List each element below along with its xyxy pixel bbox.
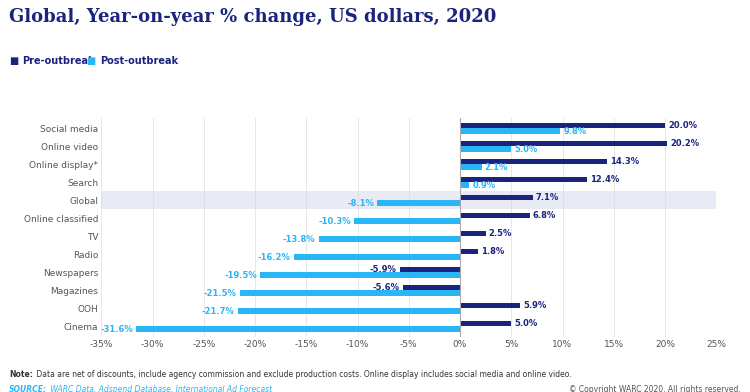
Text: -10.3%: -10.3% <box>319 217 351 226</box>
Bar <box>460 159 607 164</box>
Text: -19.5%: -19.5% <box>224 271 257 280</box>
Bar <box>460 177 587 182</box>
Text: Post-outbreak: Post-outbreak <box>100 56 178 66</box>
Text: 0.9%: 0.9% <box>472 181 496 190</box>
Text: 1.8%: 1.8% <box>482 247 505 256</box>
Text: 12.4%: 12.4% <box>590 175 620 184</box>
Text: 5.9%: 5.9% <box>524 301 547 310</box>
Bar <box>460 194 532 200</box>
Text: -16.2%: -16.2% <box>258 253 291 262</box>
Bar <box>460 129 560 134</box>
Text: 5.0%: 5.0% <box>514 145 538 154</box>
Text: 14.3%: 14.3% <box>610 157 639 166</box>
Text: WARC Data, Adspend Database, International Ad Forecast: WARC Data, Adspend Database, Internation… <box>48 385 272 392</box>
Bar <box>460 141 667 146</box>
Bar <box>400 267 460 272</box>
Text: Pre-outbreak: Pre-outbreak <box>22 56 95 66</box>
Text: ■: ■ <box>86 56 95 66</box>
Bar <box>240 290 460 296</box>
Text: Note:: Note: <box>9 370 33 379</box>
Text: 7.1%: 7.1% <box>536 193 559 202</box>
Bar <box>460 212 530 218</box>
Text: -21.7%: -21.7% <box>202 307 235 316</box>
Text: 9.8%: 9.8% <box>563 127 586 136</box>
Bar <box>460 164 482 170</box>
Bar <box>460 146 512 152</box>
Text: Data are net of discounts, include agency commission and exclude production cost: Data are net of discounts, include agenc… <box>34 370 572 379</box>
Text: 5.0%: 5.0% <box>514 319 538 328</box>
Text: -8.1%: -8.1% <box>347 199 374 208</box>
Text: -5.6%: -5.6% <box>373 283 400 292</box>
Text: 6.8%: 6.8% <box>532 211 556 220</box>
Bar <box>460 321 512 326</box>
Bar <box>319 236 460 242</box>
Text: -5.9%: -5.9% <box>370 265 397 274</box>
Text: © Copyright WARC 2020. All rights reserved.: © Copyright WARC 2020. All rights reserv… <box>569 385 741 392</box>
Text: 20.2%: 20.2% <box>670 139 699 148</box>
Text: 20.0%: 20.0% <box>668 121 697 130</box>
Text: -21.5%: -21.5% <box>204 289 236 298</box>
Bar <box>377 200 460 206</box>
Bar <box>355 218 460 224</box>
Text: -31.6%: -31.6% <box>100 325 133 334</box>
Text: 2.5%: 2.5% <box>489 229 512 238</box>
Text: SOURCE:: SOURCE: <box>9 385 47 392</box>
Bar <box>460 230 486 236</box>
Bar <box>460 249 478 254</box>
Bar <box>460 182 470 188</box>
Bar <box>403 285 460 290</box>
Text: ■: ■ <box>9 56 18 66</box>
Bar <box>460 303 520 309</box>
Text: -13.8%: -13.8% <box>283 235 316 244</box>
Bar <box>136 326 460 332</box>
Text: Global, Year-on-year % change, US dollars, 2020: Global, Year-on-year % change, US dollar… <box>9 8 496 26</box>
Bar <box>294 254 460 260</box>
Bar <box>238 309 460 314</box>
Text: 2.1%: 2.1% <box>484 163 508 172</box>
Bar <box>260 272 460 278</box>
Bar <box>101 191 716 209</box>
Bar <box>460 123 665 129</box>
